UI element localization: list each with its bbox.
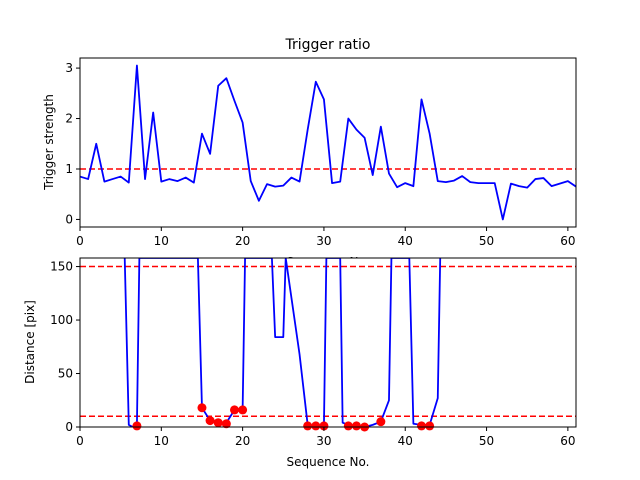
x-tick-label: 0 bbox=[76, 234, 84, 248]
y-axis-ticks: 0 1 2 3 bbox=[65, 61, 80, 226]
data-point bbox=[343, 421, 353, 431]
plot-area-background bbox=[80, 258, 576, 427]
x-tick-label: 60 bbox=[560, 434, 575, 448]
y-tick-label: 50 bbox=[58, 367, 73, 381]
y-tick-label: 3 bbox=[65, 61, 73, 75]
x-tick-label: 50 bbox=[479, 234, 494, 248]
reference-lines bbox=[80, 265, 576, 418]
data-point bbox=[229, 405, 239, 415]
x-tick-label: 50 bbox=[479, 434, 494, 448]
data-point bbox=[311, 421, 321, 431]
data-point bbox=[303, 421, 313, 431]
y-axis-label: Distance [pix] bbox=[23, 300, 37, 384]
x-tick-label: 40 bbox=[398, 434, 413, 448]
chart-distance: 0 10 20 30 40 50 60 0 50 100 150 Sequence No. Dis… bbox=[23, 257, 577, 469]
series-layer bbox=[80, 64, 576, 221]
x-tick-label: 40 bbox=[398, 234, 413, 248]
data-point bbox=[221, 419, 231, 429]
y-tick-label: 2 bbox=[65, 112, 73, 126]
data-point bbox=[205, 416, 215, 426]
x-tick-label: 60 bbox=[560, 234, 575, 248]
y-tick-label: 1 bbox=[65, 162, 73, 176]
x-axis-ticks: 0 10 20 30 40 50 60 bbox=[76, 427, 576, 448]
x-axis-ticks: 0 10 20 30 40 50 60 bbox=[76, 227, 576, 248]
axes-frame bbox=[79, 257, 577, 428]
chart-title: Trigger ratio bbox=[284, 37, 370, 53]
data-point bbox=[376, 417, 386, 427]
data-point bbox=[132, 421, 142, 431]
markers-layer bbox=[132, 403, 435, 432]
x-tick-label: 0 bbox=[76, 434, 84, 448]
axes-frame bbox=[79, 57, 577, 228]
y-axis-ticks: 0 50 100 150 bbox=[50, 260, 80, 434]
x-axis-label: Sequence No. bbox=[287, 455, 370, 469]
y-axis-label: Trigger strength bbox=[42, 94, 56, 191]
x-tick-label: 20 bbox=[235, 434, 250, 448]
data-point bbox=[351, 421, 361, 431]
series-line bbox=[80, 64, 576, 221]
data-point bbox=[425, 421, 435, 431]
y-tick-label: 0 bbox=[65, 420, 73, 434]
x-tick-label: 10 bbox=[154, 434, 169, 448]
y-tick-label: 100 bbox=[50, 313, 73, 327]
data-point bbox=[417, 421, 427, 431]
x-tick-label: 20 bbox=[235, 234, 250, 248]
x-tick-label: 10 bbox=[154, 234, 169, 248]
y-tick-label: 0 bbox=[65, 212, 73, 226]
x-tick-label: 30 bbox=[316, 234, 331, 248]
data-point bbox=[319, 421, 329, 431]
data-point bbox=[238, 405, 248, 415]
x-tick-label: 30 bbox=[316, 434, 331, 448]
data-point bbox=[213, 418, 223, 428]
y-tick-label: 150 bbox=[50, 260, 73, 274]
data-point bbox=[197, 403, 207, 413]
